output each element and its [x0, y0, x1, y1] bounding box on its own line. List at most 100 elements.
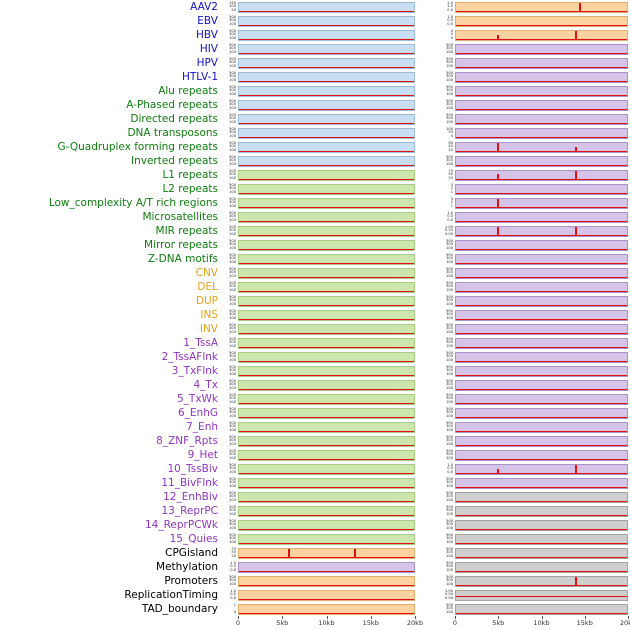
right-track: [455, 281, 628, 293]
y-axis-ticks: 500 300 100: [222, 43, 238, 55]
signal-baseline: [456, 24, 627, 26]
y-axis-ticks: 500 300 100: [439, 435, 455, 447]
y-tick-label: 100: [229, 329, 236, 334]
signal-baseline: [239, 234, 414, 236]
y-axis-ticks: 500 300 100: [222, 477, 238, 489]
y-axis-ticks: 500 300 100: [222, 169, 238, 181]
row-label: A-Phased repeats: [126, 99, 218, 111]
y-axis-ticks: 500 300 100: [222, 533, 238, 545]
row-label: INS: [200, 309, 218, 321]
y-tick-label: 0.0: [230, 567, 236, 572]
right-track: [455, 113, 628, 125]
row-label: Inverted repeats: [130, 155, 218, 167]
y-tick-label: 300: [229, 74, 236, 79]
track-background: [455, 435, 628, 447]
left-track: [238, 407, 415, 419]
y-tick-label: 100: [446, 567, 453, 572]
signal-baseline: [456, 444, 627, 446]
y-tick-label: 300: [229, 102, 236, 107]
right-track: [455, 225, 628, 237]
track-row: 5_TxWk 500 300 100 500 300 100: [0, 392, 630, 406]
track-background: [455, 295, 628, 307]
track-background: [455, 1, 628, 13]
track-background: [238, 253, 415, 265]
y-tick-label: 300: [229, 130, 236, 135]
y-tick-label: 500: [229, 140, 236, 145]
right-track: [455, 533, 628, 545]
left-track: [238, 533, 415, 545]
y-tick-label: 100: [446, 49, 453, 54]
left-track: [238, 575, 415, 587]
y-tick-label: 100: [446, 329, 453, 334]
signal-baseline: [456, 178, 627, 180]
track-background: [455, 267, 628, 279]
y-tick-label: 500: [229, 224, 236, 229]
y-tick-label: 500: [229, 462, 236, 467]
track-background: [455, 603, 628, 615]
y-axis-ticks: 500 300 100: [222, 435, 238, 447]
y-tick-label: 100: [446, 315, 453, 320]
row-label: AAV2: [190, 1, 218, 13]
left-track: [238, 491, 415, 503]
y-tick-label: 500: [446, 448, 453, 453]
track-background: [238, 575, 415, 587]
signal-baseline: [239, 220, 414, 222]
track-row: HPV 500 300 100 500 300 100: [0, 56, 630, 70]
y-tick-label: 300: [446, 452, 453, 457]
track-background: [455, 183, 628, 195]
right-track: [455, 99, 628, 111]
track-row: HTLV-1 500 300 100 500 300 100: [0, 70, 630, 84]
signal-baseline: [239, 584, 414, 586]
left-track: [238, 365, 415, 377]
track-row: G-Quadruplex forming repeats 500 300 100 60 4…: [0, 140, 630, 154]
y-tick-label: 300: [229, 228, 236, 233]
y-tick-label: 100: [229, 273, 236, 278]
y-tick-label: 100: [229, 357, 236, 362]
signal-baseline: [456, 164, 627, 166]
right-track: [455, 337, 628, 349]
y-axis-ticks: 500 300 100: [439, 309, 455, 321]
track-background: [455, 547, 628, 559]
y-tick-label: 0.0: [447, 7, 453, 12]
y-axis-ticks: 500 300 100: [222, 140, 238, 153]
y-tick-label: 500: [446, 392, 453, 397]
track-background: [455, 169, 628, 181]
y-tick-label: 100: [229, 119, 236, 124]
track-row: HBV 500 300 100 4 2 0: [0, 28, 630, 42]
x-tick-label: 0: [452, 619, 458, 627]
y-tick-label: 500: [446, 56, 453, 61]
y-tick-label: 300: [446, 480, 453, 485]
track-background: [455, 323, 628, 335]
track-background: [238, 351, 415, 363]
y-tick-label: 25: [231, 553, 236, 558]
track-background: [455, 15, 628, 27]
track-background: [455, 477, 628, 489]
y-tick-label: 300: [229, 270, 236, 275]
y-tick-label: 300: [229, 340, 236, 345]
signal-baseline: [239, 542, 414, 544]
track-background: [238, 379, 415, 391]
track-row: 14_ReprPCWk 500 300 100 500 300 100: [0, 518, 630, 532]
row-label: ReplicationTiming: [124, 589, 218, 601]
right-track: [455, 85, 628, 97]
right-track: [455, 393, 628, 405]
y-tick-label: 300: [229, 396, 236, 401]
signal-baseline: [239, 444, 414, 446]
signal-baseline: [239, 304, 414, 306]
track-background: [455, 225, 628, 237]
row-label: 1_TssA: [183, 337, 218, 349]
left-track: [238, 505, 415, 517]
y-tick-label: 100: [446, 441, 453, 446]
y-tick-label: 50: [231, 550, 236, 555]
left-track: [238, 43, 415, 55]
track-row: 7_Enh 500 300 100 500 300 100: [0, 420, 630, 434]
track-background: [455, 71, 628, 83]
track-row: 11_BivFlnk 500 300 100 500 300 100: [0, 476, 630, 490]
x-tick-label: 15kb: [576, 619, 593, 627]
y-tick-label: 100: [229, 133, 236, 138]
track-row: Z-DNA motifs 500 300 100 500 300 100: [0, 252, 630, 266]
track-background: [238, 435, 415, 447]
y-tick-label: 500: [446, 532, 453, 537]
y-tick-label: 500: [229, 196, 236, 201]
